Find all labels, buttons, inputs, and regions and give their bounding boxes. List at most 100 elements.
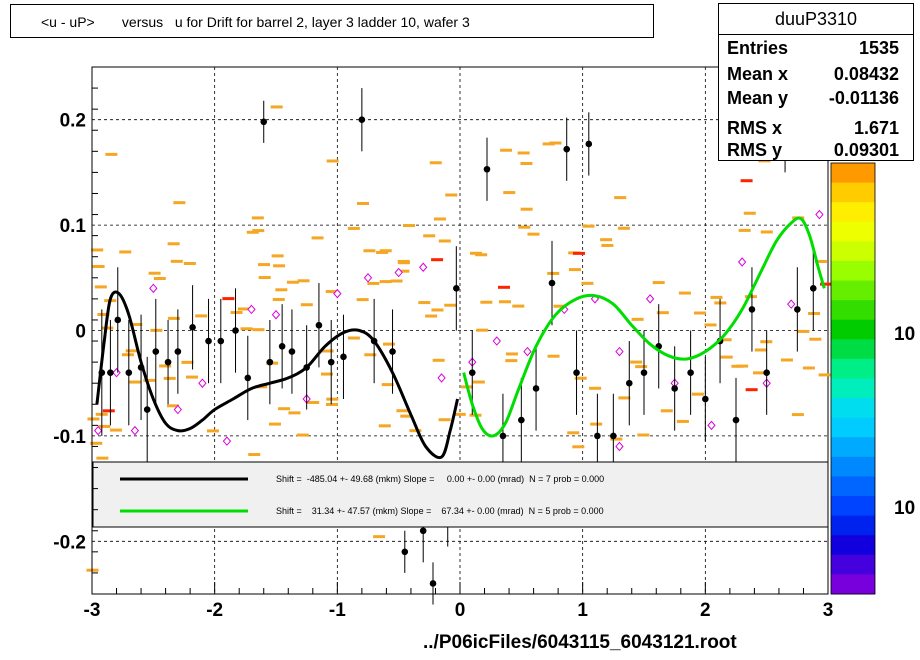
mean-marker: [112, 367, 121, 378]
palette-cell: [831, 378, 875, 399]
hist-bin: [445, 193, 458, 197]
hist-bin: [326, 397, 339, 401]
palette-cell: [831, 535, 875, 556]
profile-point: [499, 432, 507, 440]
hist-bin: [614, 196, 627, 200]
hist-bin: [505, 352, 518, 356]
hist-bin: [373, 535, 386, 539]
palette-cell: [831, 280, 875, 301]
stat-value: 1535: [858, 38, 899, 58]
hist-bin: [321, 349, 334, 353]
legend-text-fit2: Shift = 31.34 +- 47.57 (mkm) Slope = 67.…: [276, 506, 604, 516]
mean-marker: [130, 425, 140, 436]
hist-bin: [601, 243, 614, 247]
hist-bin: [181, 360, 194, 364]
hist-bin: [618, 396, 631, 400]
hist-bin: [630, 360, 643, 364]
hist-bin: [297, 279, 310, 283]
hist-bin: [325, 402, 338, 406]
profile-point: [610, 432, 617, 440]
profile-point: [563, 145, 571, 153]
hist-bin: [547, 354, 560, 358]
hist-bin: [553, 304, 566, 308]
hist-bin: [738, 228, 751, 232]
hist-bin: [376, 250, 389, 254]
hist-bin: [159, 364, 172, 368]
hist-bin: [743, 211, 756, 215]
hist-bin: [617, 226, 630, 230]
hist-bin: [347, 336, 360, 340]
hist-bin: [453, 412, 466, 416]
hist-bin: [433, 217, 446, 221]
hist-bin: [549, 141, 562, 145]
x-tick-label: -2: [206, 600, 223, 621]
palette-cell: [831, 163, 875, 184]
hist-bin: [143, 378, 156, 382]
mean-markers: [93, 209, 824, 452]
stat-row-mean-x: Mean x 0.08432: [727, 62, 905, 88]
hist-bin: [130, 322, 143, 326]
profile-point: [189, 324, 196, 331]
hist-bin: [258, 263, 271, 267]
hist-bin: [363, 249, 376, 253]
stat-label: Mean x: [727, 64, 789, 84]
fit-legend: Shift = -485.04 +- 49.68 (mkm) Slope = 0…: [92, 461, 829, 528]
mean-marker: [222, 436, 232, 446]
mean-marker: [247, 304, 256, 315]
hist-bin: [356, 298, 369, 302]
hist-bin: [97, 312, 110, 316]
hist-bin: [691, 392, 704, 396]
stat-label: Entries: [727, 38, 789, 58]
hist-bin: [582, 224, 595, 228]
hist-bin: [472, 380, 485, 384]
hist-bin: [150, 328, 163, 332]
hist-bin: [91, 248, 104, 252]
profile-point: [585, 140, 593, 148]
profile-point: [794, 306, 801, 313]
hist-bin: [121, 353, 134, 357]
mean-marker: [615, 441, 624, 452]
hist-bin: [753, 371, 766, 375]
x-tick-label: 2: [700, 600, 711, 621]
hist-bin: [572, 445, 585, 449]
profile-point: [266, 358, 274, 366]
hist-bin: [444, 303, 457, 307]
profile-point: [107, 369, 114, 376]
hist-bin: [396, 409, 409, 413]
hist-bin: [637, 433, 650, 437]
hist-bin: [572, 251, 585, 255]
hist-bin: [520, 207, 533, 211]
profile-point: [748, 306, 756, 313]
hist-bin: [754, 348, 767, 352]
profile-point: [143, 406, 151, 413]
hist-bin: [791, 413, 804, 417]
stat-value: 0.08432: [833, 64, 899, 84]
hist-bin: [270, 105, 283, 109]
x-tick-label: 0: [455, 600, 466, 621]
palette-cell: [831, 554, 875, 575]
profile-point: [327, 358, 335, 366]
profile-point: [288, 348, 296, 355]
y-tick-label: -0.2: [53, 532, 86, 553]
palette-cell: [831, 182, 875, 203]
hist-bin: [272, 297, 285, 301]
hist-bin: [744, 295, 757, 299]
palette-cell: [831, 437, 875, 458]
hist-bin: [431, 258, 444, 262]
hist-bin: [631, 317, 644, 321]
hist-bin: [102, 409, 115, 413]
stat-label: RMS x: [727, 118, 783, 138]
hist-bin: [320, 372, 333, 376]
hist-bin: [275, 288, 288, 292]
hist-bin: [119, 250, 132, 254]
hist-bin: [547, 271, 560, 275]
hist-bin: [418, 301, 431, 305]
hist-bin: [296, 433, 309, 437]
profile-point: [174, 348, 182, 355]
stat-row-rms-x: RMS x 1.671: [727, 116, 905, 142]
fit-curve-1: [95, 290, 460, 460]
hist-bin: [258, 276, 271, 280]
hist-bin: [222, 297, 235, 301]
hist-bin: [814, 259, 827, 263]
profile-point: [573, 369, 580, 376]
